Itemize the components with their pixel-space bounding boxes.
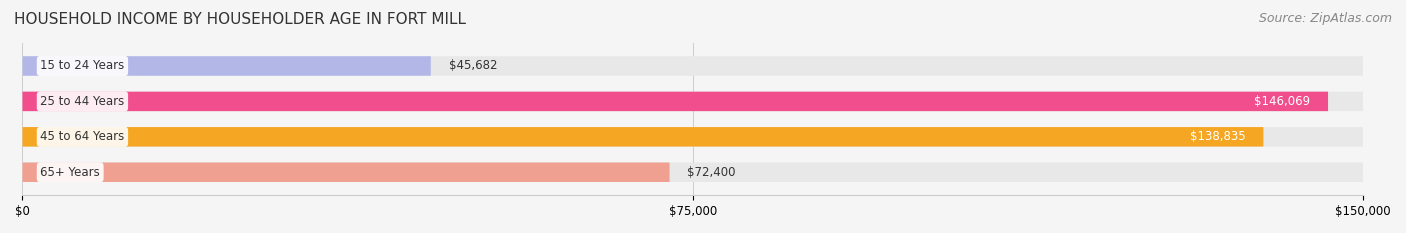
Text: $45,682: $45,682 [449, 59, 498, 72]
Text: HOUSEHOLD INCOME BY HOUSEHOLDER AGE IN FORT MILL: HOUSEHOLD INCOME BY HOUSEHOLDER AGE IN F… [14, 12, 465, 27]
Text: $146,069: $146,069 [1254, 95, 1310, 108]
FancyBboxPatch shape [22, 162, 669, 182]
FancyBboxPatch shape [22, 56, 430, 76]
FancyBboxPatch shape [22, 92, 1364, 111]
FancyBboxPatch shape [22, 127, 1364, 147]
FancyBboxPatch shape [22, 56, 1364, 76]
Text: 25 to 44 Years: 25 to 44 Years [41, 95, 125, 108]
Text: 15 to 24 Years: 15 to 24 Years [41, 59, 125, 72]
FancyBboxPatch shape [22, 162, 1364, 182]
Text: Source: ZipAtlas.com: Source: ZipAtlas.com [1258, 12, 1392, 25]
Text: $138,835: $138,835 [1189, 130, 1246, 143]
Text: 65+ Years: 65+ Years [41, 166, 100, 179]
Text: 45 to 64 Years: 45 to 64 Years [41, 130, 125, 143]
FancyBboxPatch shape [22, 127, 1264, 147]
Text: $72,400: $72,400 [688, 166, 735, 179]
FancyBboxPatch shape [22, 92, 1329, 111]
